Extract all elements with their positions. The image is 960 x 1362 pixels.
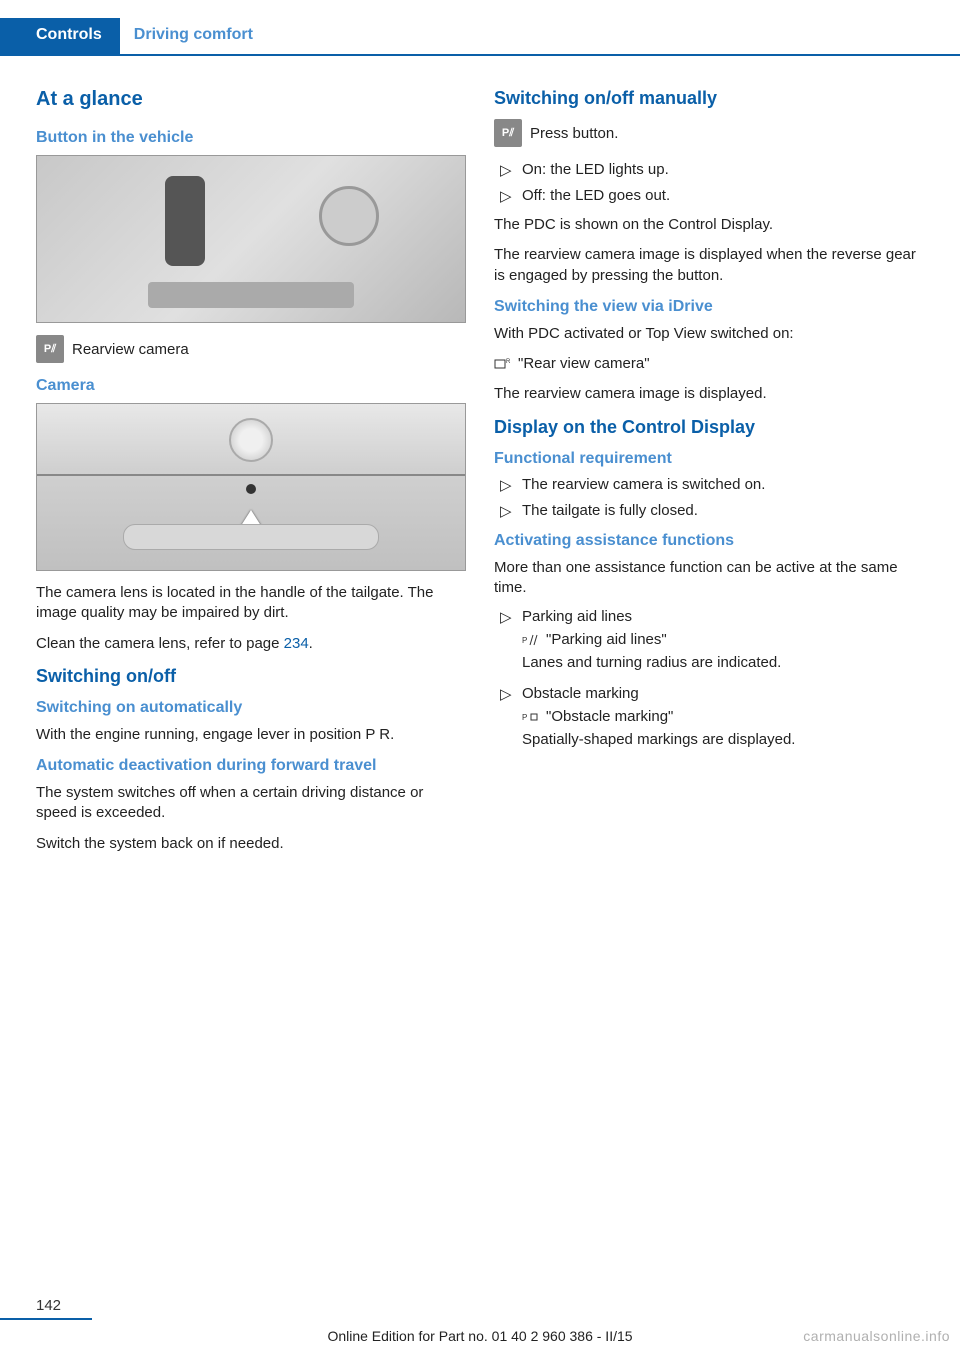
rearview-displayed-text: The rearview camera image is displayed w… [494,245,924,286]
triangle-bullet-icon: ▷ [500,476,522,494]
svg-text:R: R [506,359,511,365]
topbar-underline [0,54,960,56]
list-item: ▷The tailgate is fully closed. [500,502,924,520]
pagenum-underline [0,1318,92,1320]
led-status-list: ▷On: the LED lights up. ▷Off: the LED go… [494,161,924,205]
parking-sensor-icon: P⫽ [494,119,522,147]
parking-aid-lines-label: Parking aid lines [522,608,924,625]
page-content: At a glance Button in the vehicle P⫽ Rea… [36,88,924,864]
heading-display-control: Display on the Control Display [494,417,924,438]
obstacle-menu: P "Obstacle marking" [522,708,924,725]
watermark-text: carmanualsonline.info [803,1328,950,1344]
more-than-one-text: More than one assistance function can be… [494,558,924,599]
rear-view-camera-quoted: "Rear view camera" [518,355,650,372]
assist-functions-list: ▷ Parking aid lines P "Parking aid lines"… [494,608,924,754]
triangle-bullet-icon: ▷ [500,161,522,179]
triangle-bullet-icon: ▷ [500,187,522,205]
list-item: ▷On: the LED lights up. [500,161,924,179]
heading-switching-onoff: Switching on/off [36,666,466,687]
heading-button-in-vehicle: Button in the vehicle [36,129,466,147]
heading-switch-manual: Switching on/off manually [494,88,924,109]
page-ref-link[interactable]: 234 [284,635,309,652]
auto-deact-text: The system switches off when a certain d… [36,783,466,824]
pdc-shown-text: The PDC is shown on the Control Display. [494,215,924,235]
triangle-bullet-icon: ▷ [500,608,522,626]
with-pdc-text: With PDC activated or Top View switched … [494,324,924,344]
parking-aid-menu: P "Parking aid lines" [522,631,924,648]
heading-at-a-glance: At a glance [36,88,466,111]
req-tailgate: The tailgate is fully closed. [522,502,924,519]
clean-lens-prefix: Clean the camera lens, refer to page [36,635,284,652]
rearview-camera-row: P⫽ Rearview camera [36,335,466,363]
rearview-image-displayed-text: The rearview camera image is displayed. [494,384,924,404]
clean-lens-text: Clean the camera lens, refer to page 234… [36,634,466,654]
obstacle-marking-icon: P [522,710,540,724]
heading-switch-idrive: Switching the view via iDrive [494,298,924,316]
rear-view-camera-menu: R "Rear view camera" [494,354,924,374]
press-button-row: P⫽ Press button. [494,119,924,147]
heading-switch-auto: Switching on automatically [36,699,466,717]
page-number: 142 [36,1297,61,1314]
tab-controls: Controls [0,18,120,54]
heading-camera: Camera [36,377,466,395]
triangle-bullet-icon: ▷ [500,685,522,703]
svg-text:P: P [522,636,527,645]
left-column: At a glance Button in the vehicle P⫽ Rea… [36,88,466,864]
list-item: ▷The rearview camera is switched on. [500,476,924,494]
camera-description: The camera lens is located in the handle… [36,583,466,624]
right-column: Switching on/off manually P⫽ Press butto… [494,88,924,864]
functional-req-list: ▷The rearview camera is switched on. ▷Th… [494,476,924,520]
list-item: ▷Off: the LED goes out. [500,187,924,205]
press-button-label: Press button. [530,125,618,142]
obstacle-marking-label: Obstacle marking [522,685,924,702]
triangle-bullet-icon: ▷ [500,502,522,520]
parking-lines-icon: P [522,633,540,647]
switch-back-text: Switch the system back on if needed. [36,834,466,854]
parking-aid-quoted: "Parking aid lines" [546,631,667,648]
tab-driving-comfort: Driving comfort [120,18,267,54]
obstacle-quoted: "Obstacle marking" [546,708,673,725]
list-item: ▷ Obstacle marking P "Obstacle marking" S… [500,685,924,754]
idrive-menu-icon: R [494,357,512,371]
lanes-indicated-text: Lanes and turning radius are indicated. [522,654,924,671]
bmw-logo-icon [229,418,273,462]
req-camera-on: The rearview camera is switched on. [522,476,924,493]
spatial-markings-text: Spatially-shaped markings are displayed. [522,731,924,748]
led-on-text: On: the LED lights up. [522,161,924,178]
heading-activating-assist: Activating assistance functions [494,532,924,550]
heading-auto-deactivation: Automatic deactivation during forward tr… [36,757,466,775]
list-item: ▷ Parking aid lines P "Parking aid lines"… [500,608,924,677]
led-off-text: Off: the LED goes out. [522,187,924,204]
image-tailgate-camera [36,403,466,571]
parking-sensor-icon: P⫽ [36,335,64,363]
svg-text:P: P [522,713,527,722]
switch-auto-text: With the engine running, engage lever in… [36,725,466,745]
rearview-camera-label: Rearview camera [72,341,189,358]
clean-lens-suffix: . [309,635,313,652]
top-nav-bar: Controls Driving comfort [0,18,960,54]
heading-functional-req: Functional requirement [494,450,924,468]
image-center-console [36,155,466,323]
